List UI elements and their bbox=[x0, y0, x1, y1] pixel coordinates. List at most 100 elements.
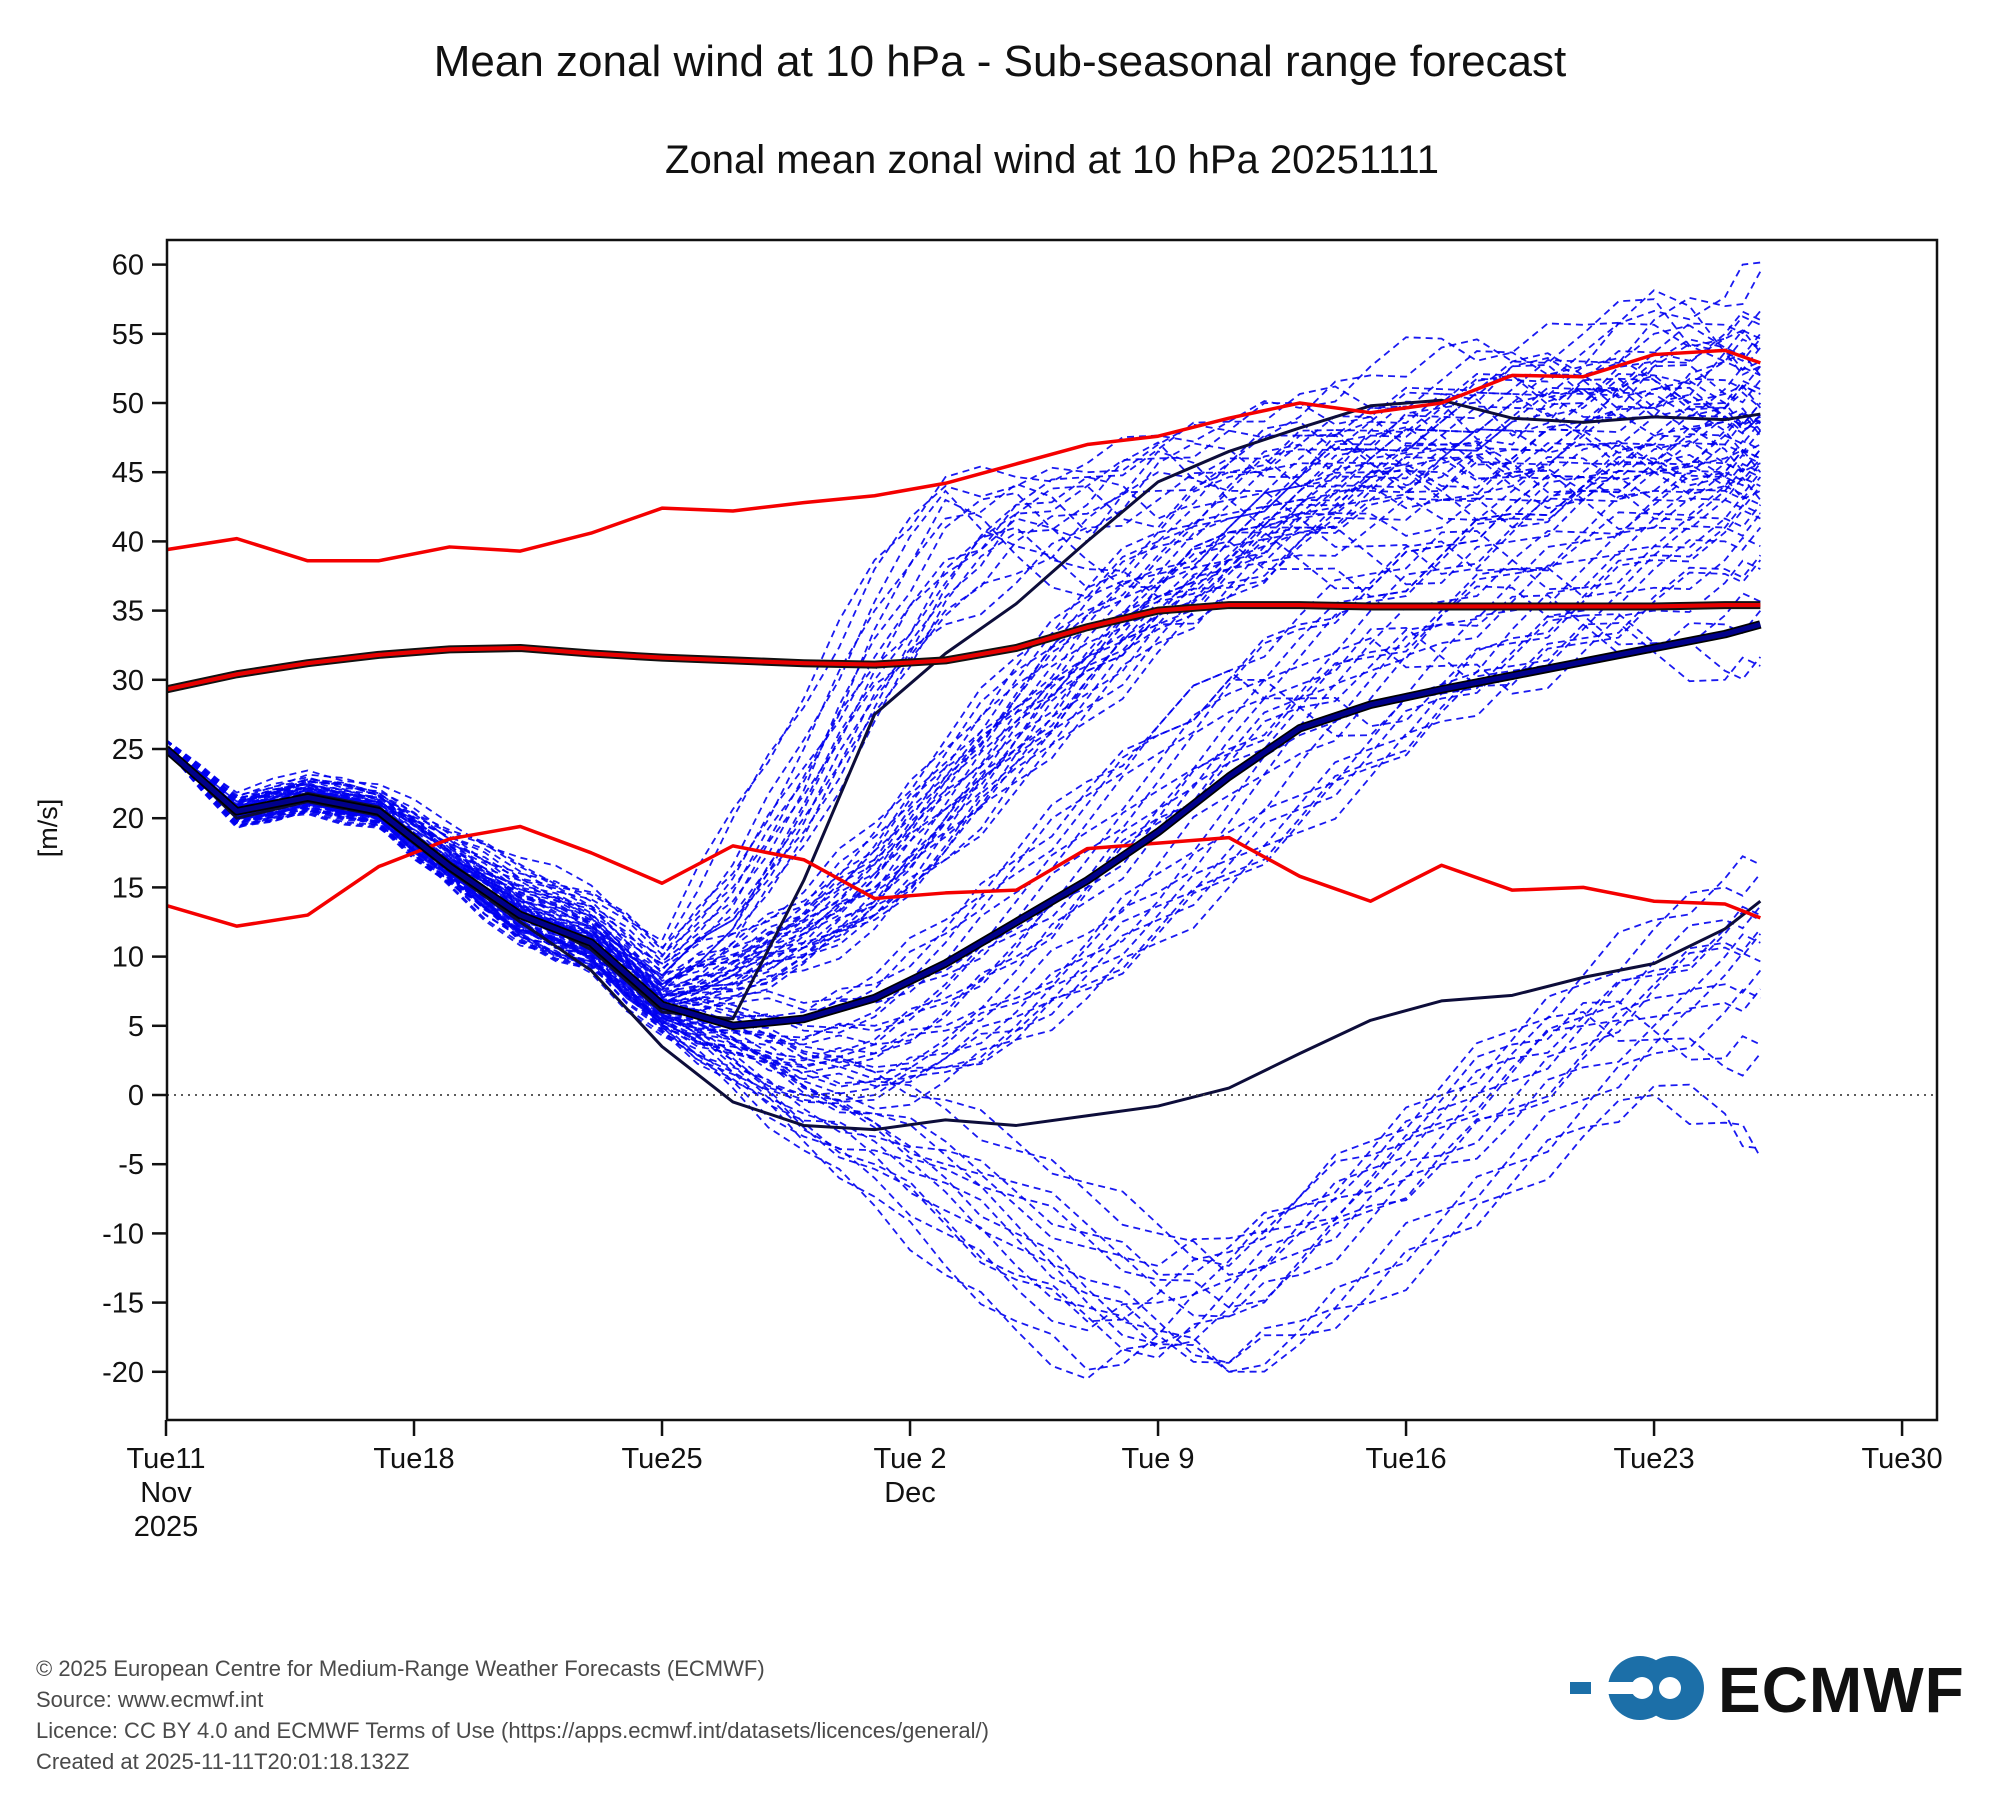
ensemble-member-line bbox=[167, 462, 1762, 1042]
ensemble-member-line bbox=[167, 739, 1761, 1371]
y-tick-label: -15 bbox=[102, 1288, 144, 1320]
climatology_median-line bbox=[167, 602, 1761, 692]
ensemble-member-line bbox=[167, 448, 1761, 1029]
ensemble-member-line bbox=[167, 384, 1761, 996]
ensemble-member-line bbox=[167, 377, 1762, 991]
climatology_lower-line bbox=[167, 824, 1761, 928]
y-tick-label: 35 bbox=[112, 596, 144, 628]
ensemble-member-line bbox=[167, 324, 1762, 991]
ensemble-member-line bbox=[167, 448, 1761, 994]
ensemble-member-line bbox=[167, 407, 1761, 1011]
ecmwf-logo: ECMWF bbox=[1570, 1654, 1965, 1726]
ensemble-member-line bbox=[167, 379, 1761, 1000]
y-tick-label: 10 bbox=[112, 942, 144, 974]
ensemble-member-line bbox=[167, 271, 1762, 965]
ensemble-member-line bbox=[167, 476, 1762, 1074]
ensemble-member-line bbox=[167, 405, 1761, 987]
ensemble-member-line bbox=[167, 405, 1762, 1002]
ensemble-member-line bbox=[167, 410, 1761, 1000]
footer-copyright: © 2025 European Centre for Medium-Range … bbox=[36, 1656, 765, 1681]
y-tick-label: 40 bbox=[112, 526, 144, 558]
ensemble-member-line bbox=[167, 402, 1762, 1005]
y-tick-label: 25 bbox=[112, 734, 144, 766]
climatology_upper-line bbox=[167, 348, 1761, 563]
ensemble-member-line bbox=[167, 554, 1762, 1110]
ensemble-member-line bbox=[167, 289, 1761, 942]
ensemble-member-line bbox=[167, 457, 1762, 1069]
x-tick-label: Tue23 bbox=[1613, 1443, 1694, 1475]
ensemble-member-line bbox=[167, 504, 1762, 1087]
ensemble-member-line bbox=[167, 536, 1761, 1103]
y-tick-label: -20 bbox=[102, 1357, 144, 1389]
y-tick-label: -5 bbox=[118, 1149, 144, 1181]
emblem-hole-right bbox=[1659, 1677, 1681, 1699]
ensemble-member-line bbox=[167, 315, 1761, 982]
y-tick-label: 45 bbox=[112, 457, 144, 489]
y-tick-label: 15 bbox=[112, 872, 144, 904]
emblem-hole-left bbox=[1631, 1677, 1653, 1699]
footer-attribution: © 2025 European Centre for Medium-Range … bbox=[36, 1656, 989, 1774]
y-tick-label: 50 bbox=[112, 388, 144, 420]
ensemble-member-line bbox=[167, 614, 1762, 1080]
y-tick-label: 55 bbox=[112, 319, 144, 351]
ensemble-member-line bbox=[167, 261, 1761, 956]
ensemble-member-line bbox=[167, 462, 1762, 1046]
ensemble-member-line bbox=[167, 739, 1761, 1323]
x-tick-label: Tue30 bbox=[1861, 1443, 1942, 1475]
ensemble-members-layer bbox=[167, 261, 1762, 1380]
ensemble-member-line bbox=[167, 430, 1762, 1007]
ensemble-member-line bbox=[167, 622, 1761, 1095]
footer-source: Source: www.ecmwf.int bbox=[36, 1687, 263, 1712]
ensemble-member-line bbox=[167, 298, 1762, 952]
ensemble-member-line bbox=[167, 748, 1762, 1276]
x-tick-label: Tue11 bbox=[127, 1443, 206, 1475]
ensemble-member-line bbox=[167, 739, 1761, 1267]
ensemble-member-line bbox=[167, 442, 1762, 1014]
ensemble-member-line bbox=[167, 338, 1762, 993]
control_a-line bbox=[167, 398, 1761, 1021]
ensemble-member-line bbox=[167, 448, 1762, 1023]
y-tick-label: -10 bbox=[102, 1218, 144, 1250]
ensemble-member-line bbox=[167, 426, 1761, 1004]
page-title: Mean zonal wind at 10 hPa - Sub-seasonal… bbox=[434, 37, 1566, 86]
ensemble-member-line bbox=[167, 559, 1761, 1054]
ensemble-member-line bbox=[167, 439, 1761, 1069]
ensemble_mean-line bbox=[167, 622, 1762, 1029]
x-tick-sublabel: Dec bbox=[884, 1477, 936, 1509]
ensemble-member-line bbox=[167, 513, 1762, 1025]
ensemble-member-line bbox=[167, 748, 1761, 1276]
ensemble-member-line bbox=[167, 739, 1761, 1309]
y-tick-label: 60 bbox=[112, 250, 144, 282]
ecmwf-logo-text: ECMWF bbox=[1718, 1654, 1965, 1726]
x-tick-label: Tue16 bbox=[1365, 1443, 1446, 1475]
footer-created-at: Created at 2025-11-11T20:01:18.132Z bbox=[36, 1749, 409, 1774]
x-tick-sublabel: 2025 bbox=[134, 1511, 199, 1543]
ensemble-member-line bbox=[167, 585, 1761, 1058]
emblem-slot bbox=[1594, 1682, 1634, 1694]
y-tick-label: 0 bbox=[128, 1080, 144, 1112]
ensemble-member-line bbox=[167, 357, 1762, 966]
ensemble-member-line bbox=[167, 748, 1762, 1373]
ensemble-member-line bbox=[167, 421, 1762, 988]
plot-frame bbox=[165, 238, 1939, 1422]
main-lines-layer bbox=[167, 348, 1762, 1132]
x-tick-label: Tue25 bbox=[621, 1443, 702, 1475]
x-tick-sublabel: Nov bbox=[140, 1477, 192, 1509]
ensemble-member-line bbox=[167, 440, 1762, 985]
ensemble-member-line bbox=[167, 412, 1762, 991]
y-axis-label: [m/s] bbox=[33, 799, 63, 858]
ensemble-member-line bbox=[167, 748, 1761, 1373]
ensemble-member-line bbox=[167, 357, 1761, 970]
x-tick-label: Tue 2 bbox=[873, 1443, 946, 1475]
y-tick-label: 5 bbox=[128, 1011, 144, 1043]
ensemble-member-line bbox=[167, 526, 1762, 1018]
chart-title: Zonal mean zonal wind at 10 hPa 20251111 bbox=[665, 138, 1439, 182]
ensemble-member-line bbox=[167, 412, 1761, 997]
footer-licence: Licence: CC BY 4.0 and ECMWF Terms of Us… bbox=[36, 1718, 989, 1743]
y-tick-label: 20 bbox=[112, 803, 144, 835]
y-tick-label: 30 bbox=[112, 665, 144, 697]
x-tick-label: Tue 9 bbox=[1121, 1443, 1194, 1475]
ensemble-member-line bbox=[167, 453, 1761, 1034]
ensemble-member-line bbox=[167, 373, 1762, 979]
